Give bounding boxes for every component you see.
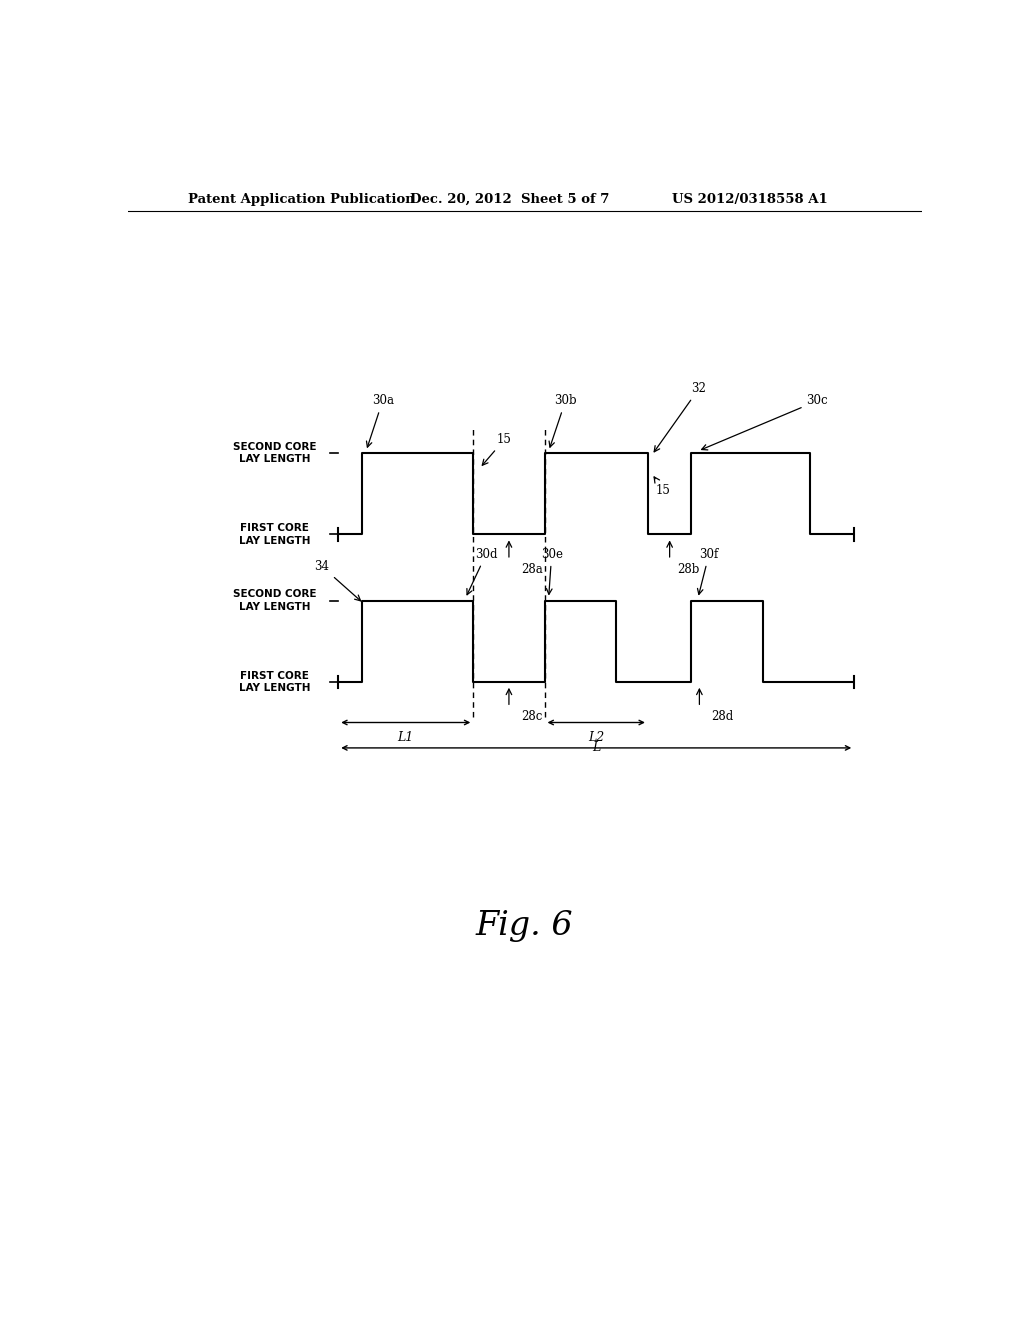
Text: 30f: 30f xyxy=(697,548,719,594)
Text: 15: 15 xyxy=(482,433,512,465)
Text: SECOND CORE
LAY LENGTH: SECOND CORE LAY LENGTH xyxy=(233,589,316,611)
Text: 28a: 28a xyxy=(521,562,543,576)
Text: 15: 15 xyxy=(654,477,671,496)
Text: 30d: 30d xyxy=(467,548,498,595)
Text: Fig. 6: Fig. 6 xyxy=(476,909,573,941)
Text: L2: L2 xyxy=(588,731,604,743)
Text: Patent Application Publication: Patent Application Publication xyxy=(187,193,415,206)
Text: L: L xyxy=(592,742,600,755)
Text: L1: L1 xyxy=(397,731,414,743)
Text: 28c: 28c xyxy=(521,710,542,723)
Text: 30a: 30a xyxy=(367,395,393,447)
Text: Dec. 20, 2012  Sheet 5 of 7: Dec. 20, 2012 Sheet 5 of 7 xyxy=(410,193,609,206)
Text: SECOND CORE
LAY LENGTH: SECOND CORE LAY LENGTH xyxy=(233,442,316,465)
Text: 30e: 30e xyxy=(541,548,562,594)
Text: US 2012/0318558 A1: US 2012/0318558 A1 xyxy=(672,193,827,206)
Text: 30c: 30c xyxy=(701,395,828,450)
Text: FIRST CORE
LAY LENGTH: FIRST CORE LAY LENGTH xyxy=(239,671,310,693)
Text: 28d: 28d xyxy=(712,710,733,723)
Text: FIRST CORE
LAY LENGTH: FIRST CORE LAY LENGTH xyxy=(239,523,310,545)
Text: 34: 34 xyxy=(314,560,360,601)
Text: 28b: 28b xyxy=(678,562,700,576)
Text: 30b: 30b xyxy=(549,395,577,447)
Text: 32: 32 xyxy=(654,383,707,451)
